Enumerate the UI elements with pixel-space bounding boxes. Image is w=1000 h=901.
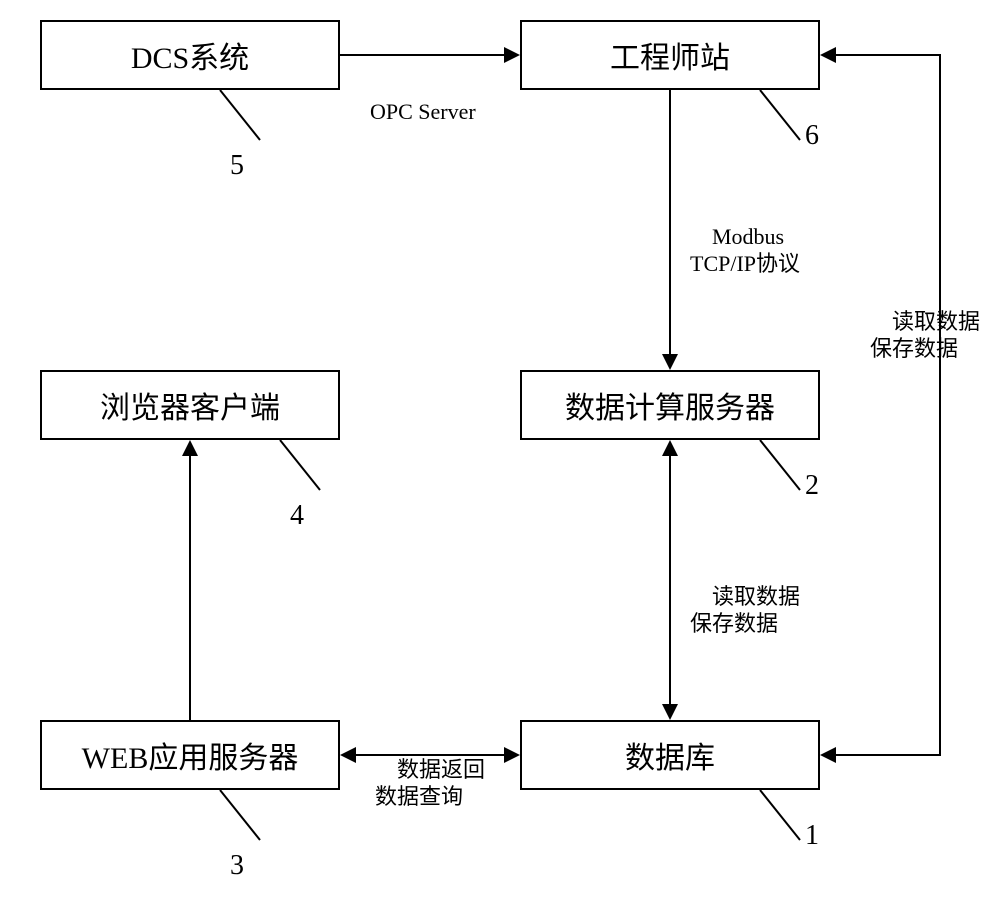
- node-engineer: 工程师站: [520, 20, 820, 90]
- node-engineer-label: 工程师站: [610, 33, 730, 77]
- ref-3: 3: [230, 850, 244, 882]
- edge-label-compute-db: 读取数据 保存数据: [690, 555, 800, 665]
- node-compute-label: 数据计算服务器: [565, 383, 775, 427]
- node-compute: 数据计算服务器: [520, 370, 820, 440]
- ref-6-num: 6: [805, 120, 819, 151]
- diagram-stage: DCS系统 工程师站 浏览器客户端 数据计算服务器 WEB应用服务器 数据库 O…: [0, 0, 1000, 901]
- edge-label-opc: OPC Server: [348, 70, 476, 153]
- node-browser-label: 浏览器客户端: [100, 383, 280, 427]
- ref-6: 6: [805, 120, 819, 152]
- ref-3-num: 3: [230, 850, 244, 881]
- node-web-label: WEB应用服务器: [82, 733, 299, 777]
- ref-4-num: 4: [290, 500, 304, 531]
- node-dcs-label: DCS系统: [131, 33, 249, 77]
- edge-label-modbus-text: Modbus TCP/IP协议: [690, 224, 800, 277]
- edge-label-modbus: Modbus TCP/IP协议: [690, 195, 800, 305]
- ref-1: 1: [805, 820, 819, 852]
- ref-5: 5: [230, 150, 244, 182]
- node-web: WEB应用服务器: [40, 720, 340, 790]
- ref-4: 4: [290, 500, 304, 532]
- edge-label-web-db: 数据返回 数据查询: [375, 728, 485, 838]
- ref-5-num: 5: [230, 150, 244, 181]
- edge-label-side-text: 读取数据 保存数据: [870, 309, 980, 362]
- node-db: 数据库: [520, 720, 820, 790]
- node-browser: 浏览器客户端: [40, 370, 340, 440]
- edge-label-web-db-text: 数据返回 数据查询: [375, 757, 485, 810]
- ref-2-num: 2: [805, 470, 819, 501]
- ref-2: 2: [805, 470, 819, 502]
- node-dcs: DCS系统: [40, 20, 340, 90]
- edge-label-side: 读取数据 保存数据: [870, 280, 980, 390]
- ref-1-num: 1: [805, 820, 819, 851]
- node-db-label: 数据库: [625, 733, 715, 777]
- edge-label-compute-db-text: 读取数据 保存数据: [690, 584, 800, 637]
- edge-label-opc-text: OPC Server: [370, 99, 476, 124]
